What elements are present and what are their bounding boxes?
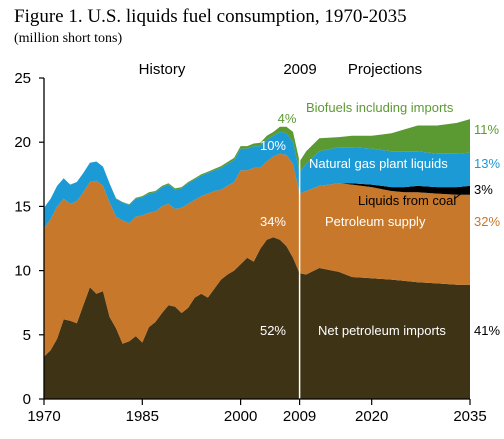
natural-gas-liquids-share-2035: 13% — [474, 156, 500, 171]
series-labels — [453, 189, 467, 200]
x-tick-label: 2035 — [453, 408, 486, 425]
net-imports-share-2009: 52% — [260, 323, 286, 338]
y-tick-label: 25 — [14, 70, 31, 87]
y-tick-label: 15 — [14, 198, 31, 215]
chart-title: Figure 1. U.S. liquids fuel consumption,… — [14, 6, 407, 27]
x-tick-label: 1970 — [27, 408, 60, 425]
natural-gas-liquids-share-2009: 10% — [260, 138, 286, 153]
liquids-from-coal-share-2035: 3% — [474, 182, 493, 197]
history-label: History — [139, 61, 186, 78]
x-tick-label: 2000 — [224, 408, 257, 425]
chart-axes — [43, 78, 470, 400]
petroleum-supply-label: Petroleum supply — [325, 214, 426, 229]
biofuels-label: Biofuels including imports — [306, 100, 454, 115]
x-tick-label: 2020 — [355, 408, 388, 425]
biofuels-share-2035: 11% — [474, 122, 499, 137]
chart-subtitle: (million short tons) — [14, 31, 123, 46]
divider-year-label: 2009 — [283, 61, 316, 78]
y-tick-label: 0 — [23, 391, 31, 408]
y-tick-label: 20 — [14, 134, 31, 151]
stacked-areas — [44, 119, 470, 399]
area-net-petroleum-imports — [44, 237, 470, 399]
liquids-from-coal-pointer — [453, 189, 467, 200]
projections-label: Projections — [348, 61, 422, 78]
petroleum-supply-share-2035: 32% — [474, 214, 500, 229]
natural-gas-liquids-label: Natural gas plant liquids — [309, 156, 448, 171]
y-axis-ticks: 0 5 10 15 20 25 — [14, 70, 44, 408]
x-tick-label: 1985 — [126, 408, 159, 425]
net-imports-label: Net petroleum imports — [318, 323, 446, 338]
petroleum-supply-share-2009: 34% — [260, 214, 286, 229]
y-tick-label: 5 — [23, 327, 31, 344]
net-imports-share-2035: 41% — [474, 323, 500, 338]
area-biofuels-including-imports — [44, 119, 470, 208]
liquids-from-coal-label: Liquids from coal — [358, 193, 456, 208]
y-tick-label: 10 — [14, 263, 31, 280]
area-natural-gas-plant-liquids — [44, 131, 470, 229]
biofuels-share-2009: 4% — [278, 111, 297, 126]
area-petroleum-supply — [44, 153, 470, 357]
x-axis-ticks: 1970 1985 2000 2009 2020 2035 — [27, 399, 487, 425]
x-tick-label: 2009 — [283, 408, 316, 425]
